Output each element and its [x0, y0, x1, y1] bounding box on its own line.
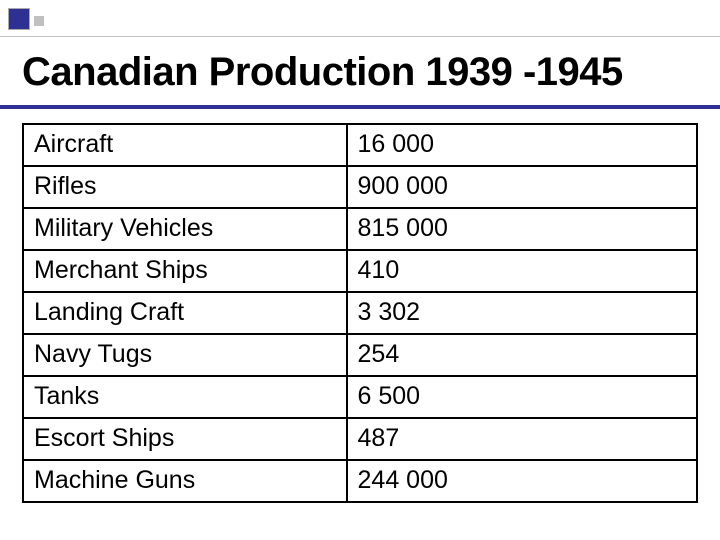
row-value: 410: [347, 250, 697, 292]
table-row: Machine Guns 244 000: [23, 460, 697, 502]
row-label: Aircraft: [23, 124, 347, 166]
row-label: Tanks: [23, 376, 347, 418]
table-row: Military Vehicles 815 000: [23, 208, 697, 250]
bullet-small-icon: [34, 16, 44, 26]
row-label: Landing Craft: [23, 292, 347, 334]
table-row: Landing Craft 3 302: [23, 292, 697, 334]
table-row: Rifles 900 000: [23, 166, 697, 208]
row-label: Escort Ships: [23, 418, 347, 460]
row-value: 16 000: [347, 124, 697, 166]
table-row: Merchant Ships 410: [23, 250, 697, 292]
row-value: 3 302: [347, 292, 697, 334]
row-value: 244 000: [347, 460, 697, 502]
row-value: 254: [347, 334, 697, 376]
page-title: Canadian Production 1939 -1945: [22, 50, 698, 95]
title-block: Canadian Production 1939 -1945: [0, 36, 720, 105]
table-row: Escort Ships 487: [23, 418, 697, 460]
table-container: Aircraft 16 000 Rifles 900 000 Military …: [0, 123, 720, 503]
table-row: Aircraft 16 000: [23, 124, 697, 166]
row-label: Machine Guns: [23, 460, 347, 502]
row-value: 815 000: [347, 208, 697, 250]
row-value: 487: [347, 418, 697, 460]
row-label: Military Vehicles: [23, 208, 347, 250]
row-label: Navy Tugs: [23, 334, 347, 376]
header-divider: [0, 36, 720, 37]
table-row: Tanks 6 500: [23, 376, 697, 418]
title-underline: [0, 105, 720, 109]
row-value: 900 000: [347, 166, 697, 208]
row-value: 6 500: [347, 376, 697, 418]
row-label: Rifles: [23, 166, 347, 208]
table-row: Navy Tugs 254: [23, 334, 697, 376]
production-table: Aircraft 16 000 Rifles 900 000 Military …: [22, 123, 698, 503]
bullet-large-icon: [8, 8, 30, 30]
slide-header: [0, 0, 720, 36]
row-label: Merchant Ships: [23, 250, 347, 292]
